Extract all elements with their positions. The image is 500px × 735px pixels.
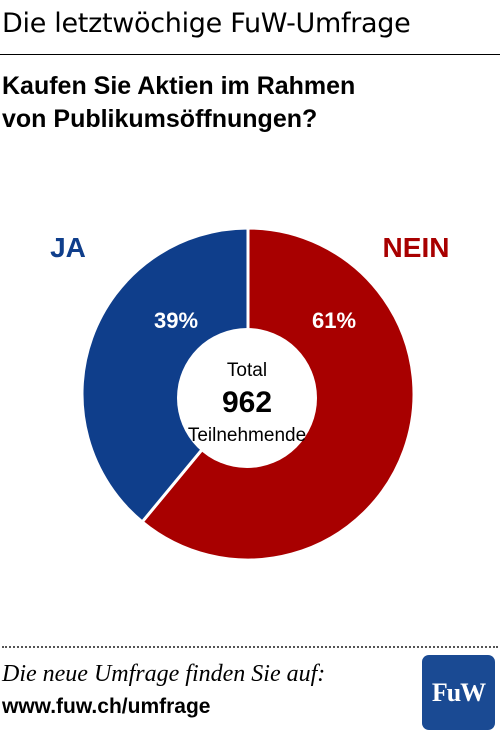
legend-label-nein: NEIN <box>383 232 450 263</box>
fuw-logo: FuW <box>422 655 495 730</box>
footer-url-link[interactable]: www.fuw.ch/umfrage <box>2 695 211 718</box>
survey-chart: 61% 39% Total 962 Teilnehmende JA NEIN <box>0 220 500 600</box>
footer-note: Die neue Umfrage finden Sie auf: <box>2 661 326 687</box>
footer-divider <box>2 646 498 648</box>
donut-center-hole <box>177 328 317 468</box>
center-total-value: 962 <box>222 386 272 419</box>
title-divider <box>0 54 500 55</box>
survey-question: Kaufen Sie Aktien im Rahmen von Publikum… <box>2 70 355 136</box>
pie-slice-ja <box>80 226 250 525</box>
fuw-logo-text: FuW <box>431 677 486 707</box>
slice-label-ja: 39% <box>154 308 198 333</box>
question-line-1: Kaufen Sie Aktien im Rahmen <box>2 72 356 100</box>
slice-label-nein: 61% <box>312 308 356 333</box>
page-title: Die letztwöchige FuW-Umfrage <box>2 8 411 39</box>
legend-label-ja: JA <box>50 232 86 263</box>
donut-chart-svg: 61% 39% Total 962 Teilnehmende JA NEIN <box>50 226 450 562</box>
question-line-2: von Publikumsöffnungen? <box>2 105 318 133</box>
center-participants-label: Teilnehmende <box>188 425 306 446</box>
center-total-label: Total <box>227 360 267 381</box>
